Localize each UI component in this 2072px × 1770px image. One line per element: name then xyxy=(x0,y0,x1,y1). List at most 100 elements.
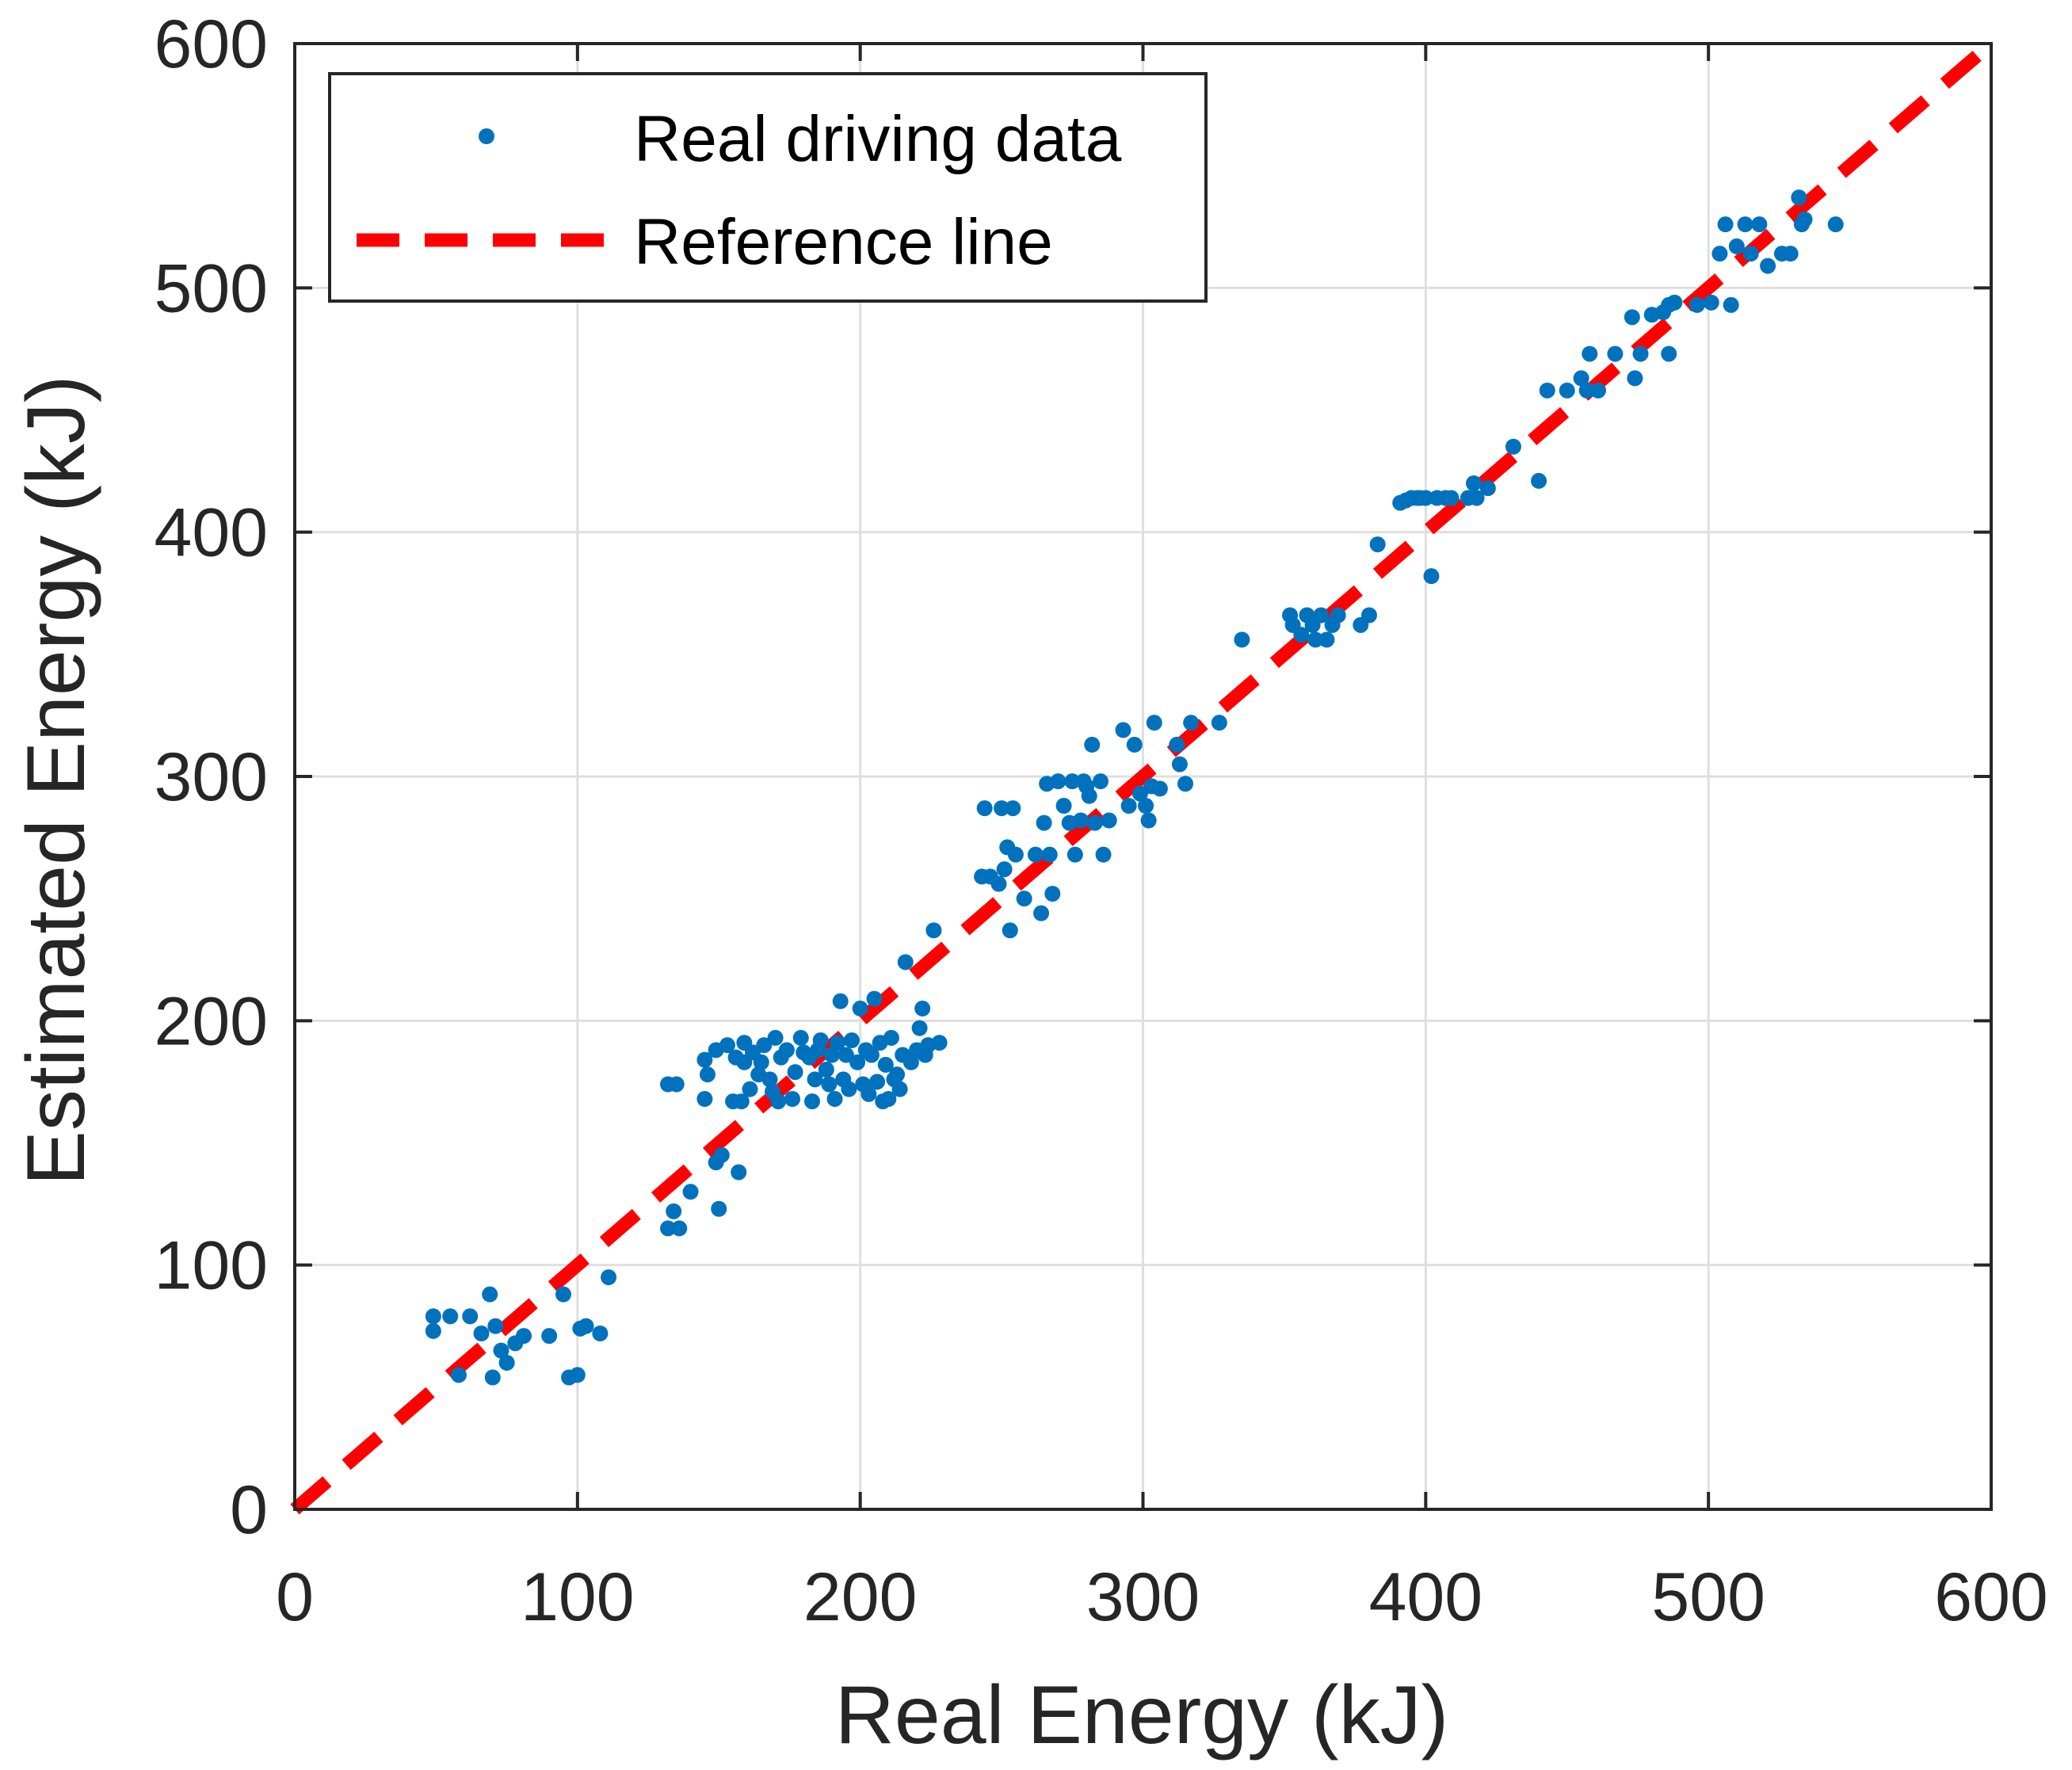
data-point xyxy=(897,954,914,971)
data-point xyxy=(1689,296,1705,313)
data-point xyxy=(1027,846,1044,863)
x-tick-label-300: 300 xyxy=(1086,1559,1200,1635)
data-point xyxy=(699,1066,715,1083)
data-point xyxy=(1092,773,1109,790)
data-point xyxy=(425,1322,441,1339)
data-point xyxy=(487,1318,504,1334)
data-point xyxy=(578,1318,594,1334)
data-point xyxy=(1796,212,1813,227)
y-tick-label-400: 400 xyxy=(155,495,269,571)
data-point xyxy=(1120,798,1137,814)
y-tick-label-0: 0 xyxy=(230,1472,268,1548)
data-point xyxy=(498,1355,515,1371)
data-point xyxy=(1627,370,1643,387)
data-point xyxy=(761,1071,778,1088)
data-point xyxy=(1072,812,1089,829)
data-point xyxy=(866,990,883,1007)
data-point xyxy=(1007,846,1024,863)
data-point xyxy=(1360,607,1377,624)
data-points-layer xyxy=(425,189,1844,1386)
data-point xyxy=(1002,922,1018,939)
data-point xyxy=(823,1047,840,1063)
data-point xyxy=(1573,370,1589,387)
data-point xyxy=(1033,905,1050,921)
data-point xyxy=(902,1054,919,1070)
data-point xyxy=(1666,294,1683,311)
data-point xyxy=(843,1032,860,1048)
data-point xyxy=(1016,891,1032,907)
data-point xyxy=(450,1367,467,1383)
data-point xyxy=(1138,798,1154,814)
data-point xyxy=(696,1051,713,1068)
data-point xyxy=(1115,722,1131,738)
data-point xyxy=(1624,309,1640,326)
data-point xyxy=(852,1000,868,1017)
data-point xyxy=(911,1020,928,1036)
x-tick-label-400: 400 xyxy=(1369,1559,1483,1635)
data-point xyxy=(996,861,1013,878)
data-point xyxy=(869,1074,886,1090)
data-point xyxy=(425,1308,441,1325)
legend-point-marker xyxy=(479,128,494,144)
data-point xyxy=(1330,607,1346,624)
data-point xyxy=(1044,886,1061,902)
data-point xyxy=(770,1093,787,1110)
x-tick-labels: 0 100 200 300 400 500 600 xyxy=(276,1559,2048,1635)
data-point xyxy=(541,1328,558,1345)
data-point xyxy=(1479,480,1496,497)
data-point xyxy=(877,1056,894,1073)
data-point xyxy=(863,1047,880,1063)
data-point xyxy=(925,922,942,939)
data-point xyxy=(778,1042,795,1059)
data-point xyxy=(807,1071,823,1088)
data-point xyxy=(1041,846,1058,863)
legend-label-reference: Reference line xyxy=(634,206,1053,278)
data-point xyxy=(826,1091,843,1107)
data-point xyxy=(1539,382,1555,399)
data-point xyxy=(1443,490,1460,506)
data-point xyxy=(660,1220,677,1237)
data-point xyxy=(1505,438,1521,455)
data-point xyxy=(990,875,1007,892)
data-point xyxy=(1084,736,1101,753)
legend-label-data: Real driving data xyxy=(634,103,1122,175)
data-point xyxy=(711,1200,727,1217)
data-point xyxy=(860,1085,877,1102)
data-point xyxy=(767,1029,784,1046)
data-point xyxy=(1318,631,1335,648)
data-point xyxy=(792,1029,809,1046)
data-point xyxy=(883,1029,899,1046)
data-point xyxy=(742,1081,758,1097)
data-point xyxy=(889,1066,906,1083)
data-point xyxy=(1055,798,1072,814)
data-point xyxy=(731,1164,747,1181)
y-tick-labels: 0 100 200 300 400 500 600 xyxy=(155,6,269,1548)
y-tick-label-600: 600 xyxy=(155,6,269,82)
data-point xyxy=(713,1146,730,1163)
y-axis-title: Estimated Energy (kJ) xyxy=(10,376,102,1186)
data-point xyxy=(1307,631,1324,648)
data-point xyxy=(1760,257,1776,274)
data-point xyxy=(1177,776,1194,792)
data-point xyxy=(601,1269,617,1286)
data-point xyxy=(1578,382,1595,399)
data-point xyxy=(442,1308,459,1325)
y-tick-label-200: 200 xyxy=(155,983,269,1059)
data-point xyxy=(1717,216,1734,233)
data-point xyxy=(787,1064,803,1081)
data-point xyxy=(1723,296,1739,313)
data-point xyxy=(1607,345,1624,362)
data-point xyxy=(1313,607,1330,624)
data-point xyxy=(482,1286,498,1303)
data-point xyxy=(1064,773,1081,790)
data-point xyxy=(1418,490,1434,506)
data-point xyxy=(1782,246,1799,262)
data-point xyxy=(1005,800,1021,817)
data-point xyxy=(880,1091,897,1107)
data-point xyxy=(1582,345,1598,362)
data-point xyxy=(1151,780,1168,797)
data-point xyxy=(1101,812,1117,829)
y-tick-label-100: 100 xyxy=(155,1228,269,1304)
data-point xyxy=(1081,788,1097,804)
